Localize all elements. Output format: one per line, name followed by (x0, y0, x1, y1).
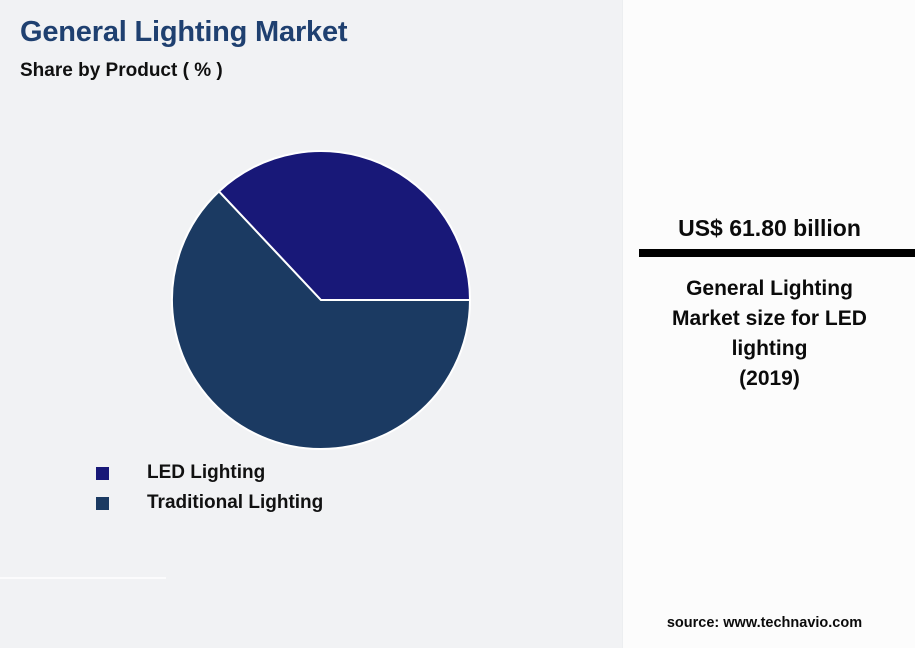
kpi-description-line: General Lighting (686, 277, 853, 300)
chart-legend: LED Lighting Traditional Lighting (96, 462, 323, 514)
source-attribution: source: www.technavio.com (666, 615, 863, 631)
legend-label: LED Lighting (147, 462, 266, 483)
legend-swatch-icon (96, 466, 109, 480)
kpi-description-line: (2019) (739, 367, 800, 390)
kpi-description-line: Market size for LED (672, 307, 867, 330)
kpi-description-line: lighting (731, 337, 808, 360)
pie-chart (171, 150, 471, 450)
legend-item-traditional-lighting[interactable]: Traditional Lighting (96, 492, 323, 514)
pie-slice-traditional-lighting[interactable] (171, 189, 471, 450)
kpi-value: US$ 61.80 billion (678, 215, 861, 241)
chart-subtitle: Share by Product ( % ) (20, 60, 223, 81)
legend-label: Traditional Lighting (147, 492, 324, 513)
kpi-panel: US$ 61.80 billion General Lighting Marke… (622, 0, 915, 648)
kpi-description: General Lighting Market size for LED lig… (631, 274, 908, 394)
pie-chart-svg (171, 150, 471, 450)
chart-panel: General Lighting Market Share by Product… (0, 16, 471, 579)
footer-divider (0, 577, 166, 579)
kpi-divider (639, 249, 915, 257)
page-title: General Lighting Market (20, 16, 348, 48)
legend-item-led-lighting[interactable]: LED Lighting (96, 462, 323, 484)
pie-slice-led-lighting[interactable] (217, 150, 471, 301)
legend-swatch-icon (96, 496, 109, 510)
